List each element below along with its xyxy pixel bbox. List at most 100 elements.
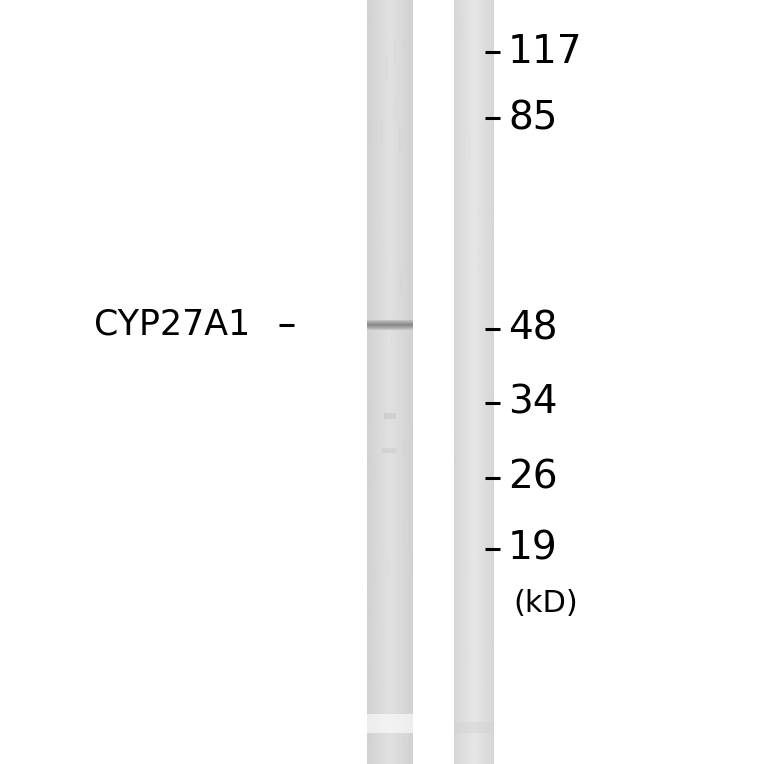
Bar: [368, 526, 370, 537]
Bar: [376, 432, 377, 436]
Bar: [403, 439, 405, 457]
Bar: [394, 31, 396, 45]
Bar: [380, 389, 381, 395]
Bar: [486, 678, 487, 688]
Bar: [476, 575, 477, 583]
Bar: [400, 434, 401, 442]
Bar: [384, 241, 386, 249]
Bar: [390, 699, 391, 715]
Text: 117: 117: [508, 33, 583, 71]
Bar: [385, 607, 387, 617]
Bar: [384, 31, 385, 45]
Bar: [481, 292, 482, 309]
Bar: [384, 457, 385, 474]
Bar: [406, 257, 407, 276]
Bar: [387, 558, 389, 577]
Bar: [486, 225, 487, 235]
Bar: [458, 18, 460, 38]
Bar: [408, 293, 409, 297]
Text: 48: 48: [508, 309, 558, 348]
Bar: [476, 134, 477, 137]
Bar: [375, 118, 377, 143]
Bar: [411, 430, 413, 436]
Bar: [407, 529, 408, 535]
Bar: [400, 21, 402, 24]
Bar: [469, 686, 471, 703]
Bar: [375, 663, 376, 680]
Bar: [374, 18, 375, 27]
Bar: [477, 551, 478, 558]
Bar: [381, 123, 383, 144]
Bar: [456, 183, 458, 198]
Bar: [475, 711, 477, 715]
Bar: [461, 397, 462, 416]
Bar: [397, 445, 398, 454]
Bar: [400, 126, 401, 151]
Text: 26: 26: [508, 458, 558, 497]
Bar: [395, 494, 397, 500]
Bar: [404, 42, 406, 51]
Bar: [469, 139, 470, 158]
Bar: [487, 688, 488, 692]
Bar: [380, 610, 381, 630]
Bar: [411, 553, 413, 573]
Bar: [384, 413, 396, 419]
Text: (kD): (kD): [513, 589, 578, 618]
Bar: [402, 656, 403, 668]
Bar: [394, 60, 396, 67]
Bar: [480, 324, 481, 338]
Bar: [465, 560, 467, 581]
Bar: [405, 117, 407, 133]
Bar: [402, 597, 403, 623]
Bar: [478, 247, 479, 259]
Bar: [406, 403, 407, 426]
Bar: [486, 743, 487, 757]
Bar: [396, 99, 397, 118]
Bar: [456, 369, 457, 380]
Bar: [392, 445, 394, 458]
Bar: [377, 560, 378, 568]
Bar: [397, 544, 399, 551]
Bar: [373, 569, 374, 579]
Bar: [455, 430, 456, 436]
Bar: [391, 336, 392, 343]
Bar: [385, 253, 386, 276]
Bar: [394, 40, 396, 60]
Bar: [412, 509, 413, 513]
Bar: [395, 115, 396, 128]
Bar: [368, 611, 370, 616]
Bar: [469, 36, 471, 53]
Text: 34: 34: [508, 384, 558, 422]
Bar: [488, 386, 490, 390]
Text: 85: 85: [508, 99, 558, 138]
Bar: [405, 358, 406, 377]
Bar: [393, 105, 395, 120]
Bar: [458, 12, 459, 32]
Bar: [367, 457, 368, 469]
Bar: [490, 673, 491, 681]
Bar: [454, 722, 494, 733]
Bar: [384, 316, 385, 335]
Bar: [474, 757, 475, 764]
Bar: [405, 438, 406, 458]
Bar: [397, 504, 398, 513]
Bar: [367, 714, 413, 733]
Bar: [478, 755, 480, 764]
Bar: [461, 369, 462, 387]
Bar: [478, 77, 480, 84]
Bar: [399, 187, 400, 202]
Bar: [367, 240, 369, 248]
Bar: [411, 499, 413, 518]
Bar: [408, 282, 410, 290]
Bar: [386, 57, 387, 78]
Bar: [464, 343, 465, 354]
Bar: [394, 581, 396, 606]
Text: 19: 19: [508, 529, 558, 568]
Bar: [374, 161, 375, 184]
Bar: [455, 604, 456, 611]
Bar: [380, 680, 382, 688]
Bar: [488, 632, 489, 635]
Bar: [481, 533, 482, 553]
Bar: [482, 429, 483, 435]
Bar: [367, 81, 368, 100]
